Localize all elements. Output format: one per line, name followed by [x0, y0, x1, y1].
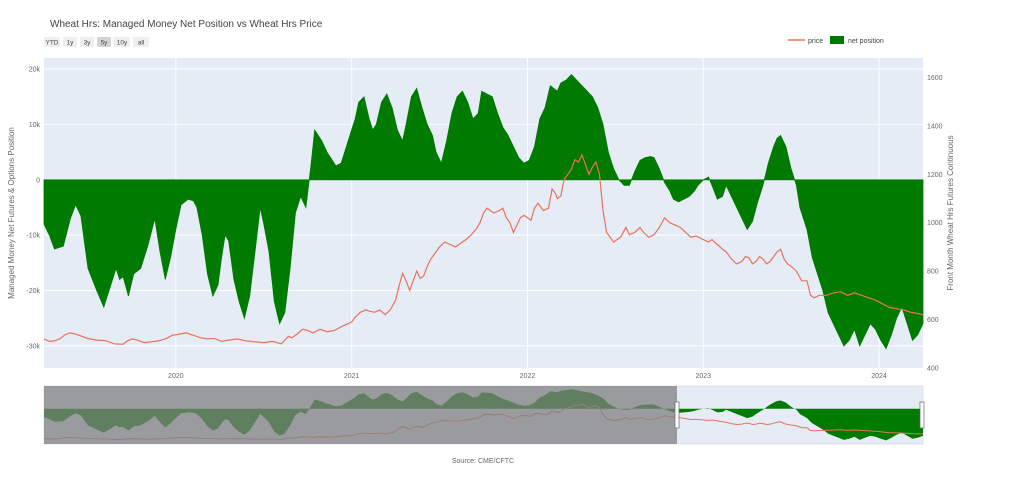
x-tick-label: 2023 — [695, 373, 711, 380]
legend: price net position — [788, 36, 884, 45]
range-button-all[interactable] — [133, 37, 149, 47]
net-position-area — [43, 74, 924, 350]
left-tick-label: -20k — [26, 288, 40, 295]
right-tick-label: 1600 — [927, 75, 943, 82]
range-button-label: 5y — [101, 40, 109, 47]
range-button-3y[interactable] — [80, 37, 94, 47]
range-button-label: YTD — [46, 40, 59, 47]
right-tick-label: 1200 — [927, 172, 943, 179]
left-tick-label: 20k — [29, 67, 41, 74]
slider-left-handle[interactable] — [674, 401, 680, 429]
price-line — [43, 153, 924, 345]
x-tick-label: 2024 — [871, 373, 887, 380]
x-tick-label: 2022 — [520, 373, 536, 380]
left-axis-title: Managed Money Net Futures & Options Posi… — [7, 127, 16, 299]
left-axis: 20k 10k 0 -10k -20k -30k — [26, 67, 40, 351]
right-tick-label: 1400 — [927, 123, 943, 130]
range-button-label: 10y — [117, 40, 128, 47]
price-series — [43, 153, 924, 345]
range-selector: YTD 1y 3y 5y 10y all — [44, 37, 149, 47]
range-button-ytd[interactable] — [44, 37, 60, 47]
legend-net-swatch — [830, 36, 844, 44]
left-tick-label: -30k — [26, 343, 40, 350]
chart-title: Wheat Hrs: Managed Money Net Position vs… — [50, 19, 323, 30]
x-tick-label: 2020 — [168, 373, 184, 380]
range-button-1y[interactable] — [63, 37, 77, 47]
range-button-10y[interactable] — [114, 37, 130, 47]
legend-price-label: price — [808, 38, 823, 45]
range-button-label: 1y — [67, 40, 75, 47]
right-tick-label: 400 — [927, 366, 939, 373]
slider-unselected-shade — [44, 386, 677, 444]
right-tick-label: 600 — [927, 317, 939, 324]
range-slider[interactable] — [43, 385, 925, 445]
left-tick-label: 10k — [29, 122, 41, 129]
range-button-label: all — [138, 40, 145, 47]
net-position-series — [43, 74, 924, 350]
range-button-5y[interactable] — [97, 37, 111, 47]
left-tick-label: 0 — [36, 177, 40, 184]
left-tick-label: -10k — [26, 233, 40, 240]
right-tick-label: 800 — [927, 269, 939, 276]
right-axis: 1600 1400 1200 1000 800 600 400 — [927, 75, 943, 373]
source-caption: Source: CME/CFTC — [452, 458, 514, 465]
slider-right-handle[interactable] — [919, 401, 925, 429]
right-axis-title: Front Month Wheat Hrs Futures Continuous — [946, 135, 955, 290]
legend-net-label: net position — [848, 38, 884, 45]
right-tick-label: 1000 — [927, 220, 943, 227]
range-button-label: 3y — [84, 40, 92, 47]
x-tick-label: 2021 — [344, 373, 360, 380]
x-axis: 2020 2021 2022 2023 2024 — [168, 373, 887, 380]
